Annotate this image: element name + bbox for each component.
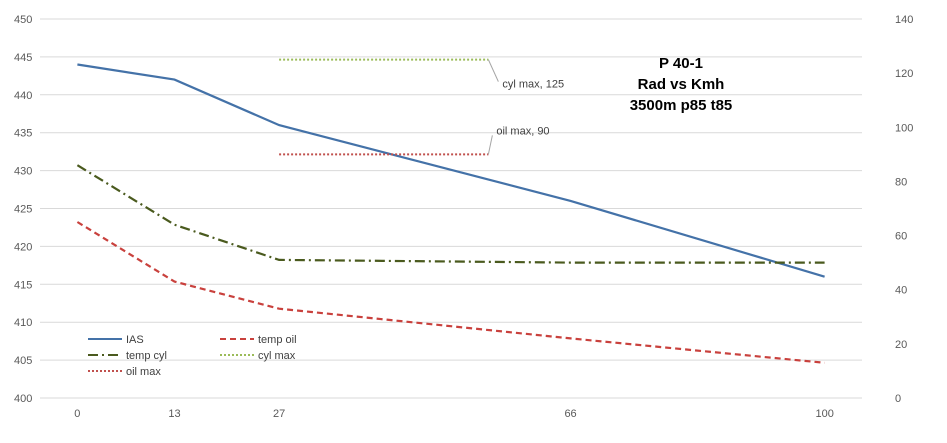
left-tick-label: 420	[14, 241, 32, 253]
chart-title-line-1: P 40-1	[659, 55, 703, 72]
x-tick-label: 13	[168, 408, 180, 420]
left-tick-label: 450	[14, 14, 32, 26]
chart-title-line-2: Rad vs Kmh	[638, 76, 725, 93]
right-tick-label: 60	[895, 231, 907, 243]
series-line-temp-cyl	[76, 164, 825, 264]
left-axis-ticks: 400 405 410 415 420 425 430 435 440 445 450	[14, 14, 32, 405]
left-tick-label: 435	[14, 128, 32, 140]
chart-title: P 40-1 Rad vs Kmh 3500m p85 t85	[630, 55, 733, 114]
x-tick-label: 66	[564, 408, 576, 420]
x-axis-ticks: 0 13 27 66 100	[74, 408, 834, 420]
chart-title-line-3: 3500m p85 t85	[630, 97, 733, 114]
left-tick-label: 445	[14, 52, 32, 64]
series-line-temp-oil	[76, 221, 825, 364]
left-tick-label: 405	[14, 355, 32, 367]
left-tick-label: 400	[14, 393, 32, 405]
right-tick-label: 0	[895, 393, 901, 405]
legend-label: temp cyl	[126, 350, 167, 362]
right-tick-label: 40	[895, 285, 907, 297]
legend-label: IAS	[126, 334, 144, 346]
annotation-leader	[487, 59, 499, 82]
left-tick-label: 440	[14, 90, 32, 102]
legend-label: cyl max	[258, 350, 296, 362]
right-tick-label: 140	[895, 14, 913, 26]
right-tick-label: 20	[895, 339, 907, 351]
right-tick-label: 120	[895, 68, 913, 80]
gridlines	[40, 18, 862, 399]
legend-label: oil max	[126, 366, 161, 378]
x-tick-label: 0	[74, 408, 80, 420]
legend-label: temp oil	[258, 334, 297, 346]
series-layer	[76, 58, 825, 364]
x-tick-label: 100	[815, 408, 833, 420]
left-tick-label: 415	[14, 279, 32, 291]
x-tick-label: 27	[273, 408, 285, 420]
annotation-label: cyl max, 125	[502, 79, 564, 91]
series-line-IAS	[77, 63, 825, 278]
left-tick-label: 430	[14, 166, 32, 178]
right-axis-ticks: 0 20 40 60 80 100 120 140	[895, 14, 913, 405]
legend: IAS temp oil temp cyl cyl max oil max	[88, 334, 297, 378]
right-tick-label: 100	[895, 122, 913, 134]
right-tick-label: 80	[895, 176, 907, 188]
annotation-layer: cyl max, 125 oil max, 90	[487, 59, 564, 155]
left-tick-label: 410	[14, 317, 32, 329]
left-tick-label: 425	[14, 204, 32, 216]
annotation-label: oil max, 90	[496, 125, 549, 137]
annotation-leader	[487, 135, 493, 155]
